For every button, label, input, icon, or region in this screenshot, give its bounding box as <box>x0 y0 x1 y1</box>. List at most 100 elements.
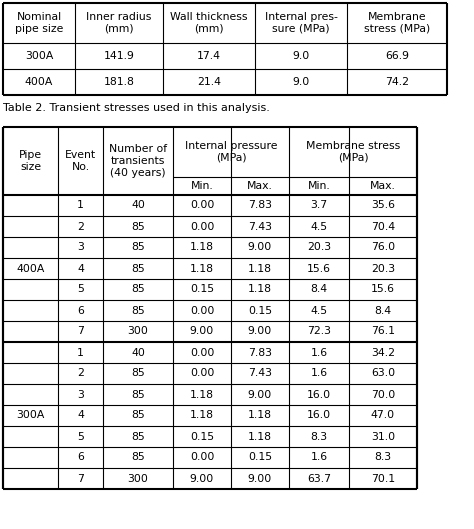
Text: 400A: 400A <box>25 77 53 87</box>
Text: 0.00: 0.00 <box>190 200 214 211</box>
Text: 0.00: 0.00 <box>190 369 214 379</box>
Text: 2: 2 <box>77 222 84 232</box>
Text: 70.0: 70.0 <box>371 389 395 399</box>
Text: 0.00: 0.00 <box>190 306 214 315</box>
Text: 47.0: 47.0 <box>371 411 395 421</box>
Text: 16.0: 16.0 <box>307 411 331 421</box>
Text: 8.4: 8.4 <box>310 285 328 295</box>
Text: 1.18: 1.18 <box>248 263 272 273</box>
Text: 1.18: 1.18 <box>190 263 214 273</box>
Text: 70.4: 70.4 <box>371 222 395 232</box>
Text: 74.2: 74.2 <box>385 77 409 87</box>
Text: 0.00: 0.00 <box>190 348 214 358</box>
Text: Inner radius
(mm): Inner radius (mm) <box>86 12 152 34</box>
Text: 85: 85 <box>131 263 145 273</box>
Text: Membrane
stress (MPa): Membrane stress (MPa) <box>364 12 430 34</box>
Text: 9.00: 9.00 <box>190 326 214 336</box>
Text: 4.5: 4.5 <box>310 306 328 315</box>
Text: 181.8: 181.8 <box>103 77 135 87</box>
Text: 1.18: 1.18 <box>190 242 214 252</box>
Text: 9.00: 9.00 <box>248 326 272 336</box>
Text: Number of
transients
(40 years): Number of transients (40 years) <box>109 144 167 178</box>
Text: 15.6: 15.6 <box>371 285 395 295</box>
Text: 5: 5 <box>77 432 84 442</box>
Text: Max.: Max. <box>370 181 396 191</box>
Text: 4: 4 <box>77 411 84 421</box>
Text: 0.15: 0.15 <box>248 306 272 315</box>
Text: 141.9: 141.9 <box>103 51 135 61</box>
Text: 7.83: 7.83 <box>248 348 272 358</box>
Text: 85: 85 <box>131 242 145 252</box>
Text: 300: 300 <box>128 326 148 336</box>
Text: 1.18: 1.18 <box>190 389 214 399</box>
Text: 63.7: 63.7 <box>307 473 331 484</box>
Text: 1.18: 1.18 <box>248 432 272 442</box>
Text: 85: 85 <box>131 432 145 442</box>
Text: 7: 7 <box>77 326 84 336</box>
Text: 7.43: 7.43 <box>248 222 272 232</box>
Text: 5: 5 <box>77 285 84 295</box>
Text: Table 2. Transient stresses used in this analysis.: Table 2. Transient stresses used in this… <box>3 103 270 113</box>
Text: 0.15: 0.15 <box>248 452 272 462</box>
Text: 300: 300 <box>128 473 148 484</box>
Text: 9.00: 9.00 <box>248 389 272 399</box>
Text: 31.0: 31.0 <box>371 432 395 442</box>
Text: 21.4: 21.4 <box>197 77 221 87</box>
Text: 7.83: 7.83 <box>248 200 272 211</box>
Text: 6: 6 <box>77 452 84 462</box>
Text: 85: 85 <box>131 222 145 232</box>
Text: 1.18: 1.18 <box>248 411 272 421</box>
Text: 85: 85 <box>131 306 145 315</box>
Text: 9.00: 9.00 <box>248 473 272 484</box>
Text: 8.3: 8.3 <box>374 452 392 462</box>
Text: 9.0: 9.0 <box>292 51 310 61</box>
Text: 0.15: 0.15 <box>190 285 214 295</box>
Text: 70.1: 70.1 <box>371 473 395 484</box>
Text: 1.6: 1.6 <box>310 348 328 358</box>
Text: 2: 2 <box>77 369 84 379</box>
Text: 0.15: 0.15 <box>190 432 214 442</box>
Text: 34.2: 34.2 <box>371 348 395 358</box>
Text: 15.6: 15.6 <box>307 263 331 273</box>
Text: 85: 85 <box>131 411 145 421</box>
Text: 85: 85 <box>131 389 145 399</box>
Text: Pipe
size: Pipe size <box>19 150 42 172</box>
Text: Nominal
pipe size: Nominal pipe size <box>15 12 63 34</box>
Text: 85: 85 <box>131 285 145 295</box>
Text: 40: 40 <box>131 200 145 211</box>
Text: 17.4: 17.4 <box>197 51 221 61</box>
Text: 7: 7 <box>77 473 84 484</box>
Text: 20.3: 20.3 <box>371 263 395 273</box>
Text: 6: 6 <box>77 306 84 315</box>
Text: Wall thickness
(mm): Wall thickness (mm) <box>170 12 248 34</box>
Text: Internal pres-
sure (MPa): Internal pres- sure (MPa) <box>264 12 337 34</box>
Text: 300A: 300A <box>16 411 45 421</box>
Text: 66.9: 66.9 <box>385 51 409 61</box>
Text: 3: 3 <box>77 242 84 252</box>
Text: 40: 40 <box>131 348 145 358</box>
Text: 0.00: 0.00 <box>190 222 214 232</box>
Text: Membrane stress
(MPa): Membrane stress (MPa) <box>306 141 400 163</box>
Text: 63.0: 63.0 <box>371 369 395 379</box>
Text: Event
No.: Event No. <box>65 150 96 172</box>
Text: 1: 1 <box>77 348 84 358</box>
Text: 76.0: 76.0 <box>371 242 395 252</box>
Text: 4.5: 4.5 <box>310 222 328 232</box>
Text: Max.: Max. <box>247 181 273 191</box>
Text: Internal pressure
(MPa): Internal pressure (MPa) <box>185 141 277 163</box>
Text: 7.43: 7.43 <box>248 369 272 379</box>
Text: 400A: 400A <box>16 263 45 273</box>
Text: 1.18: 1.18 <box>248 285 272 295</box>
Text: 85: 85 <box>131 369 145 379</box>
Text: 1.18: 1.18 <box>190 411 214 421</box>
Text: 85: 85 <box>131 452 145 462</box>
Text: 3.7: 3.7 <box>310 200 328 211</box>
Text: 1: 1 <box>77 200 84 211</box>
Text: 16.0: 16.0 <box>307 389 331 399</box>
Text: 9.00: 9.00 <box>248 242 272 252</box>
Text: 1.6: 1.6 <box>310 452 328 462</box>
Text: 0.00: 0.00 <box>190 452 214 462</box>
Text: Min.: Min. <box>191 181 213 191</box>
Text: 20.3: 20.3 <box>307 242 331 252</box>
Text: Min.: Min. <box>308 181 330 191</box>
